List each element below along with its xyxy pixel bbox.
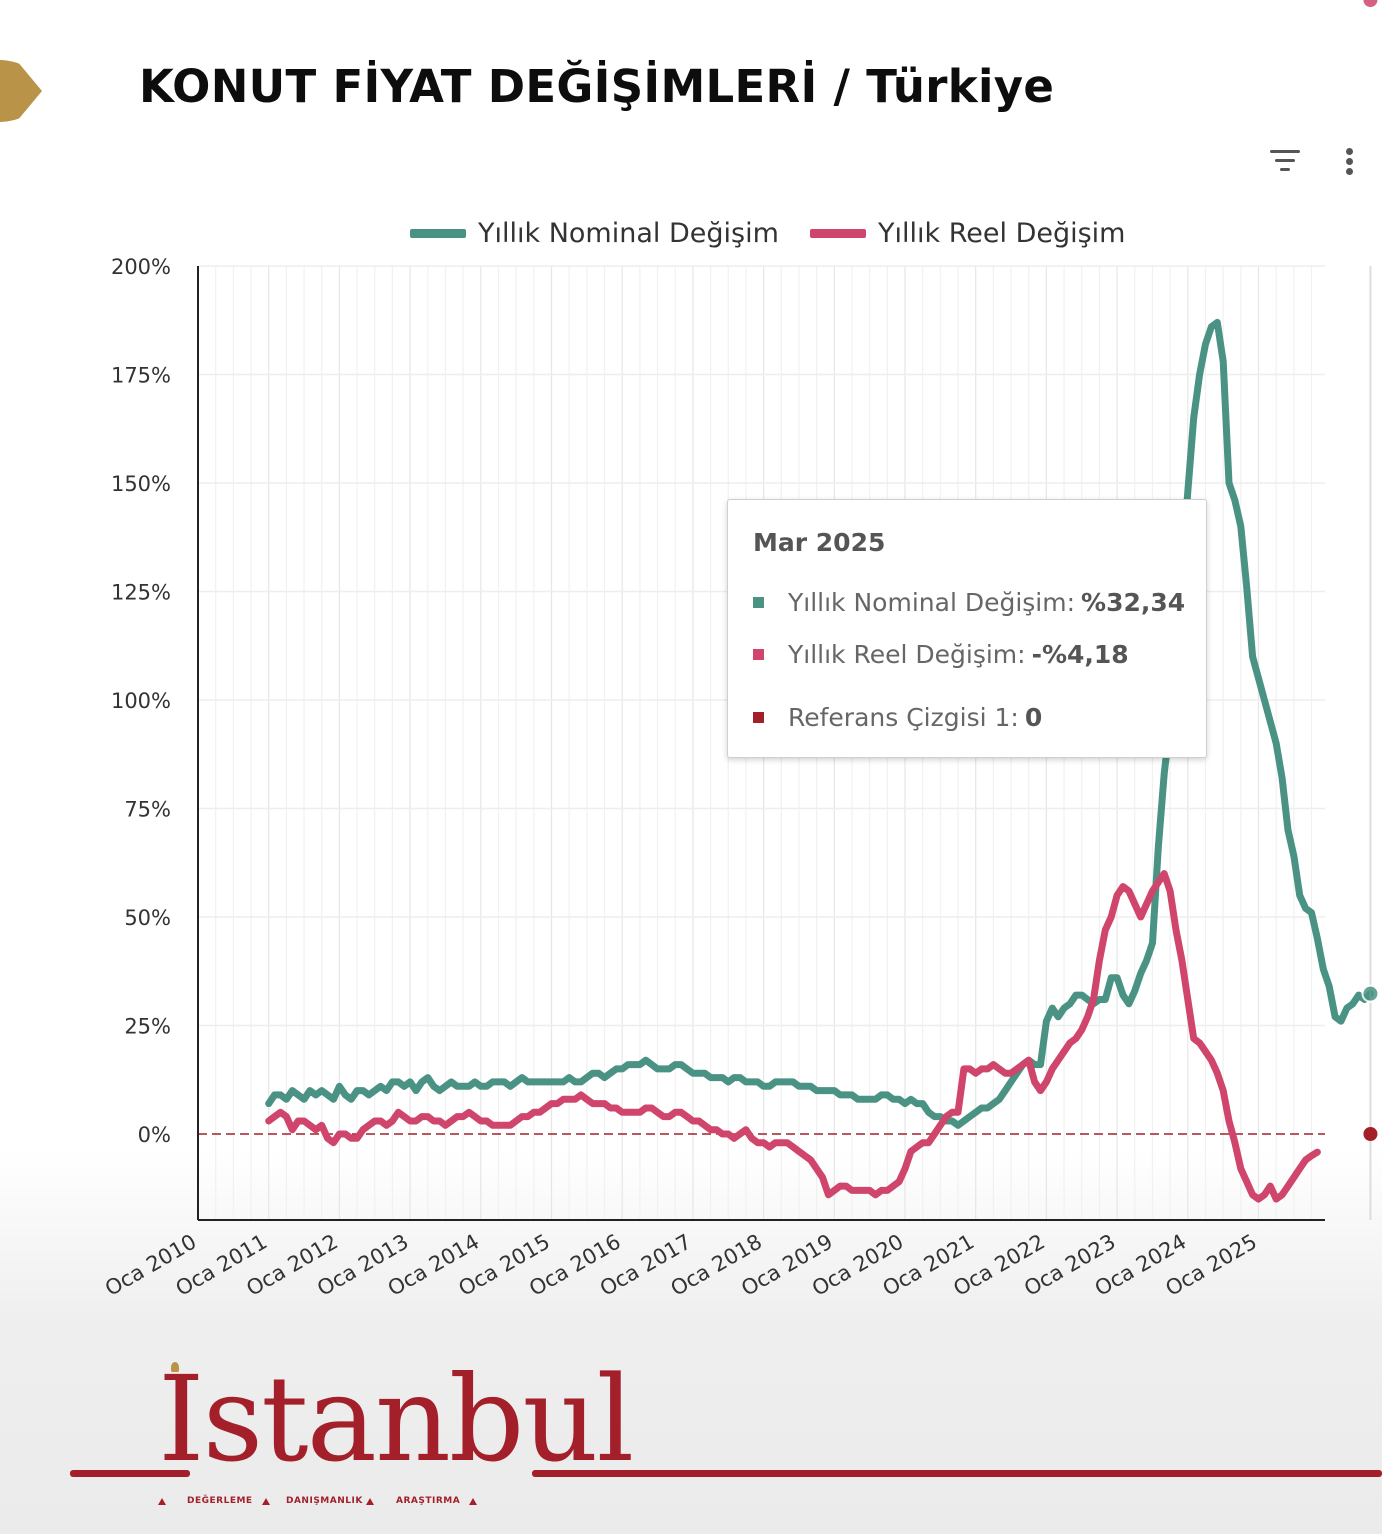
legend-label-reel: Yıllık Reel Değişim bbox=[878, 218, 1126, 249]
y-tick-label: 0% bbox=[138, 1123, 171, 1147]
legend-item-reel[interactable]: Yıllık Reel Değişim bbox=[810, 218, 1125, 249]
y-tick-label: 75% bbox=[124, 798, 171, 822]
brand-triangle-icon bbox=[366, 1498, 374, 1505]
y-tick-label: 125% bbox=[111, 581, 171, 605]
hover-markers bbox=[1361, 0, 1380, 1220]
tooltip-value-nominal: %32,34 bbox=[1081, 588, 1186, 617]
brand-tag-3: ARAŞTIRMA bbox=[396, 1496, 461, 1506]
more-vert-icon[interactable] bbox=[1338, 146, 1362, 178]
brand-line-left bbox=[70, 1470, 190, 1477]
tooltip-label-nominal: Yıllık Nominal Değişim: bbox=[788, 588, 1076, 617]
brand-wordmark: Istanbul bbox=[158, 1350, 634, 1488]
line-chart: 200% 175% 150% 125% 100% 75% 50% 25% 0% Oca 2010… bbox=[101, 0, 1380, 1301]
tooltip-dot-reference bbox=[753, 712, 764, 723]
brand-logo: Istanbul DEĞERLEME DANIŞMANLIK ARAŞTIRMA bbox=[70, 1360, 1382, 1530]
filter-icon[interactable] bbox=[1266, 146, 1306, 176]
y-axis-labels: 200% 175% 150% 125% 100% 75% 50% 25% 0% bbox=[111, 255, 171, 1147]
tooltip-dot-reel bbox=[753, 649, 764, 660]
tooltip-label-reel: Yıllık Reel Değişim: bbox=[788, 640, 1026, 669]
y-tick-label: 50% bbox=[124, 906, 171, 930]
legend-swatch-reel bbox=[810, 229, 866, 238]
brand-dot-icon bbox=[171, 1362, 179, 1372]
y-tick-label: 200% bbox=[111, 255, 171, 279]
legend-swatch-nominal bbox=[410, 229, 466, 238]
chart-tooltip: Mar 2025 Yıllık Nominal Değişim: %32,34 … bbox=[727, 499, 1207, 758]
y-tick-label: 25% bbox=[124, 1015, 171, 1039]
series-line-reel bbox=[265, 870, 1321, 1203]
brand-tag-2: DANIŞMANLIK bbox=[286, 1496, 363, 1506]
brand-triangle-icon bbox=[469, 1498, 477, 1505]
tooltip-row-nominal: Yıllık Nominal Değişim: %32,34 bbox=[753, 588, 1185, 617]
hover-marker-reference bbox=[1363, 1127, 1378, 1141]
tooltip-dot-nominal bbox=[753, 597, 764, 608]
tooltip-value-reference: 0 bbox=[1024, 703, 1043, 732]
hover-marker-nominal bbox=[1361, 984, 1380, 1003]
y-tick-label: 100% bbox=[111, 689, 171, 713]
tooltip-row-reel: Yıllık Reel Değişim: -%4,18 bbox=[753, 640, 1129, 669]
hover-marker-reel bbox=[1361, 0, 1380, 9]
y-tick-label: 175% bbox=[111, 364, 171, 388]
legend-item-nominal[interactable]: Yıllık Nominal Değişim bbox=[410, 218, 779, 249]
tooltip-label-reference: Referans Çizgisi 1: bbox=[788, 703, 1019, 732]
brand-triangle-icon bbox=[262, 1498, 270, 1505]
horizontal-gridlines bbox=[198, 265, 1325, 1027]
brand-tag-1: DEĞERLEME bbox=[187, 1496, 253, 1506]
y-tick-label: 150% bbox=[111, 472, 171, 496]
tooltip-value-reel: -%4,18 bbox=[1031, 640, 1129, 669]
legend-label-nominal: Yıllık Nominal Değişim bbox=[478, 218, 779, 249]
chart-axes bbox=[197, 266, 1325, 1221]
tooltip-row-reference: Referans Çizgisi 1: 0 bbox=[753, 703, 1042, 732]
brand-line-right bbox=[532, 1470, 1382, 1477]
page-title: KONUT FİYAT DEĞİŞİMLERİ / Türkiye bbox=[139, 60, 1055, 113]
brand-triangle-icon bbox=[158, 1498, 166, 1505]
chart-legend: Yıllık Nominal Değişim Yıllık Reel Değiş… bbox=[0, 218, 1382, 258]
tooltip-date: Mar 2025 bbox=[753, 528, 886, 557]
